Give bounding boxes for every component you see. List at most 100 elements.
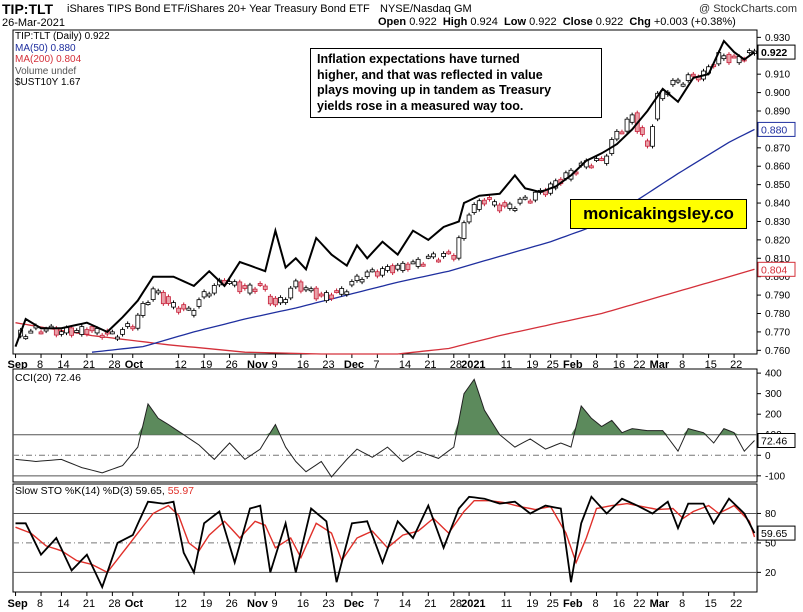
sto-y-label: 50 [765, 538, 777, 549]
legend-item-ust10y: $UST10Y 1.67 [15, 77, 110, 89]
candle-body [614, 130, 620, 140]
sto-y-label: 80 [765, 509, 777, 520]
annotation-box: Inflation expectations have turned highe… [310, 48, 602, 118]
candle-body [237, 281, 243, 293]
candle-body [451, 255, 457, 260]
candle-body [690, 73, 696, 77]
candle-body [181, 304, 187, 310]
y-tick-label: 0.900 [765, 88, 790, 99]
candle-body [726, 53, 732, 64]
price-x-label: 22 [633, 359, 645, 371]
sto-legend: Slow STO %K(14) %D(3) 59.65, 55.97 [15, 485, 194, 497]
bottom-x-label: 14 [57, 598, 69, 610]
candle-body [650, 126, 655, 147]
legend-item-ma200: MA(200) 0.804 [15, 54, 110, 66]
candle-body [487, 197, 492, 200]
bottom-x-label: 7 [373, 598, 379, 610]
y-tick-label: 0.890 [765, 107, 790, 118]
sto-k-value: 59.65 [135, 485, 162, 497]
candle-body [629, 114, 635, 123]
candle-body [380, 268, 385, 276]
price-x-label: 14 [399, 359, 411, 371]
candle-body [313, 287, 319, 300]
candle-body [619, 131, 625, 135]
close-label: Close [562, 16, 593, 28]
candle-body [670, 79, 676, 86]
chart-header: TIP:TLT iShares TIPS Bond ETF/iShares 20… [0, 0, 803, 29]
candle-body [247, 284, 253, 294]
sto-last-label: 59.65 [761, 528, 787, 540]
last-value-label: 0.880 [761, 124, 787, 136]
price-candles [18, 48, 757, 341]
candle-body [150, 288, 156, 300]
candle-body [191, 310, 197, 316]
candle-body [59, 331, 64, 335]
y-tick-label: 0.790 [765, 291, 790, 302]
price-x-label: Nov [247, 359, 269, 371]
candle-body [211, 285, 217, 294]
last-value-tag [757, 261, 796, 277]
legend-item-price: TIP:TLT (Daily) 0.922 [15, 31, 110, 43]
candle-body [456, 237, 462, 259]
sto-k-line [15, 495, 756, 590]
candle-body [604, 155, 610, 164]
candle-body [369, 269, 375, 273]
candle-body [288, 287, 294, 299]
candle-body [273, 297, 278, 306]
last-value-tag [757, 121, 796, 137]
sto-last-tag [757, 525, 796, 541]
low-label: Low [504, 16, 527, 28]
bottom-x-label: 28 [108, 598, 120, 610]
legend-ust-text: $UST10Y 1.67 [15, 77, 81, 88]
candle-body [746, 50, 752, 54]
last-value-label: 0.922 [761, 47, 787, 59]
bottom-x-label: 21 [83, 598, 95, 610]
candle-body [532, 191, 538, 201]
candle-body [232, 281, 238, 286]
candle-body [441, 253, 447, 257]
bottom-x-label: 8 [679, 598, 685, 610]
candle-body [115, 336, 120, 340]
candle-body [655, 92, 661, 120]
candle-body [166, 296, 171, 304]
candle-body [645, 140, 650, 147]
candle-body [599, 158, 604, 161]
candle-body [481, 199, 487, 205]
bottom-x-label: Sep [8, 598, 28, 610]
bottom-x-label: 8 [37, 598, 43, 610]
candle-body [349, 281, 355, 286]
candle-body [293, 280, 299, 288]
watermark: @ StockCharts.com [699, 3, 797, 15]
candle-body [461, 222, 467, 239]
candle-body [79, 326, 85, 335]
candle-body [242, 285, 248, 289]
candle-body [196, 299, 202, 307]
candle-body [303, 287, 309, 291]
candle-body [43, 328, 49, 332]
candle-body [334, 290, 339, 294]
last-value-tag [757, 44, 796, 60]
bottom-x-label: 12 [175, 598, 187, 610]
candle-body [298, 281, 304, 292]
candle-body [431, 253, 436, 258]
bottom-x-label: 11 [501, 598, 512, 610]
bottom-x-label: 28 [450, 598, 462, 610]
candle-body [344, 291, 350, 295]
annotation-line: Inflation expectations have turned [317, 52, 520, 66]
bottom-x-label: 9 [271, 598, 277, 610]
y-tick-label: 0.800 [765, 272, 790, 283]
open-label: Open [378, 16, 407, 28]
candle-body [390, 265, 396, 274]
chg-label: Chg [629, 16, 651, 28]
candle-body [23, 336, 29, 340]
bottom-x-label: 26 [226, 598, 238, 610]
candle-body [155, 290, 161, 294]
y-tick-label: 0.860 [765, 162, 790, 173]
brand-label: monicakingsley.co [570, 199, 747, 229]
candle-body [527, 200, 533, 204]
price-x-label: Dec [344, 359, 364, 371]
legend-volume-text: Volume undef [15, 65, 77, 77]
y-tick-label: 0.840 [765, 199, 790, 210]
bottom-x-label: 16 [613, 598, 625, 610]
price-x-label: 7 [373, 359, 379, 371]
